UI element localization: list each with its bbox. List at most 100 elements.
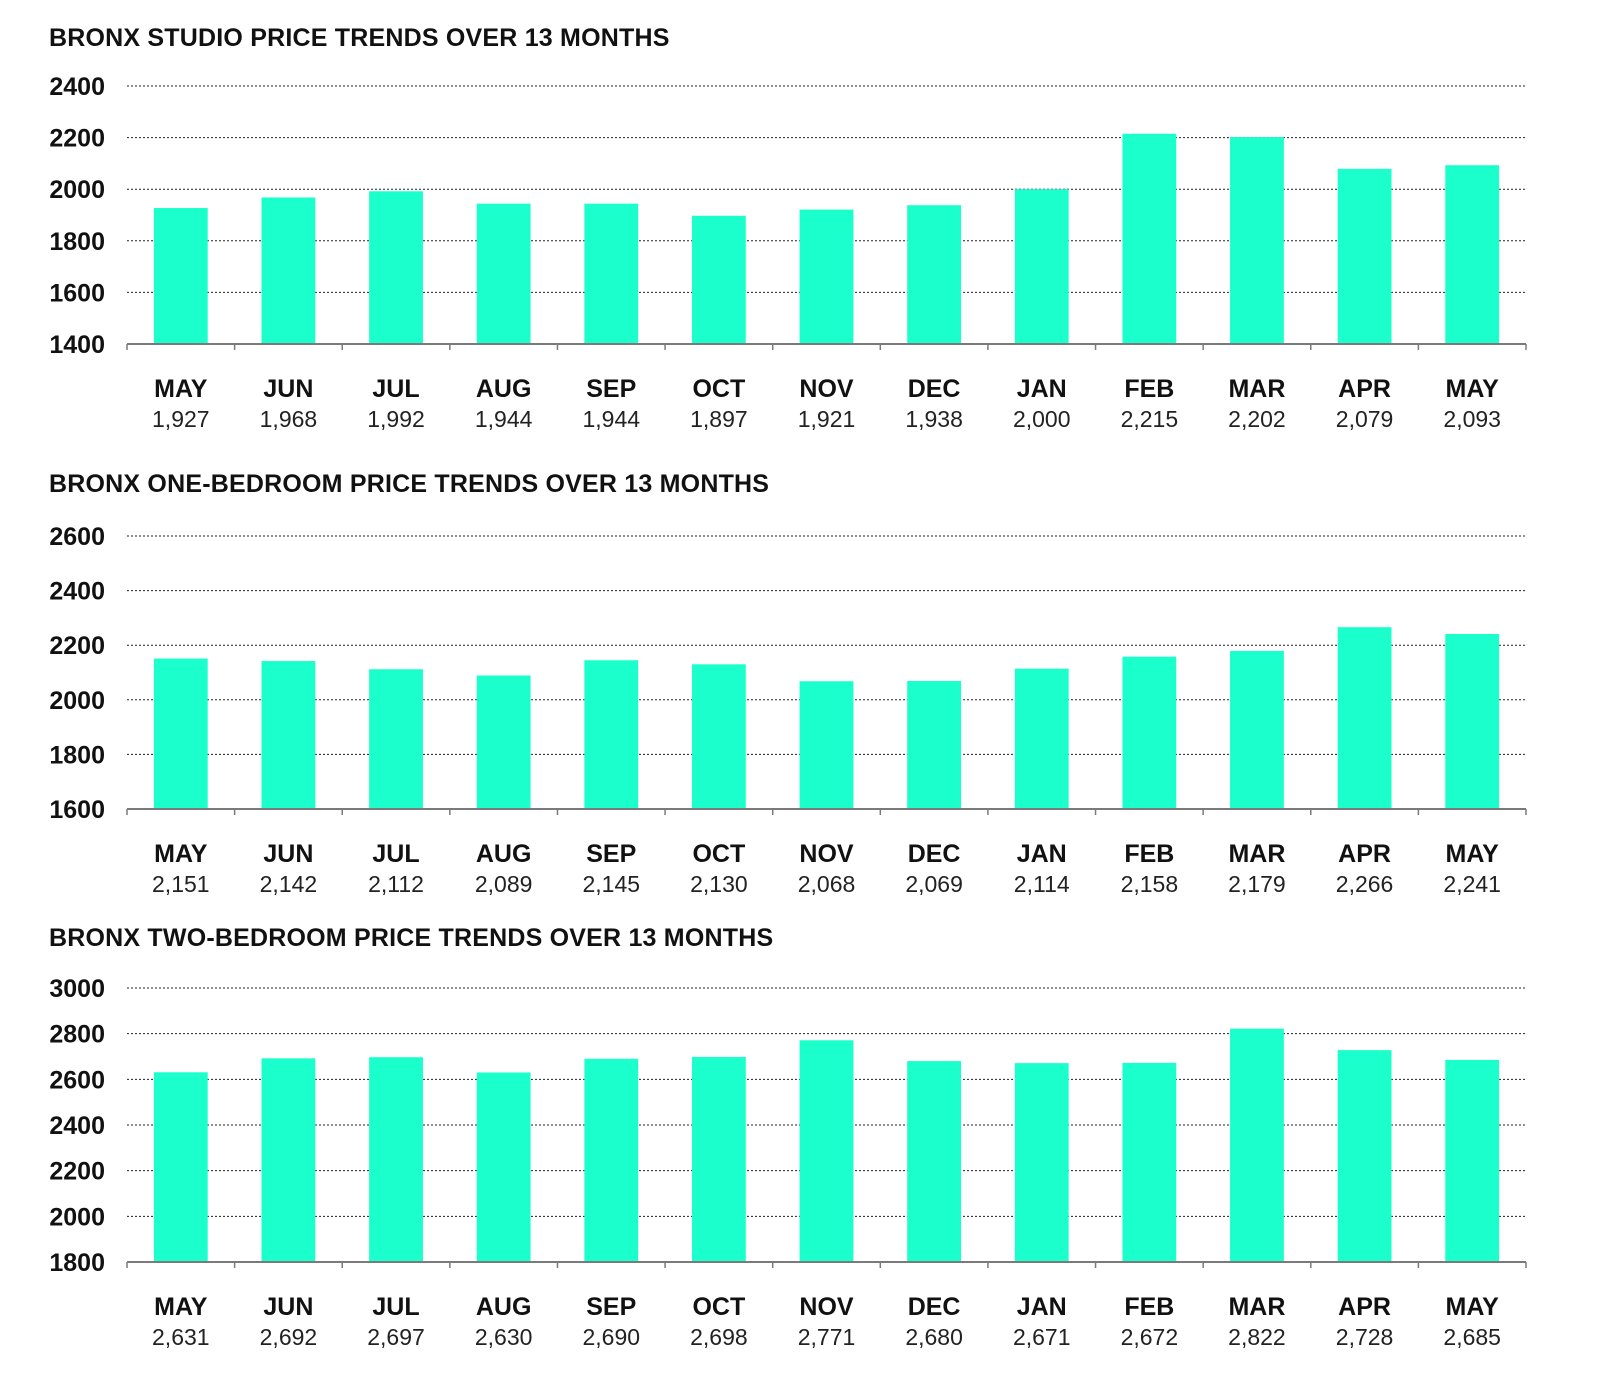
y-tick-label: 1800 <box>49 1249 105 1277</box>
data-value-label: 2,672 <box>1121 1324 1179 1350</box>
y-tick-label: 1600 <box>49 796 105 824</box>
data-value-label: 1,938 <box>905 406 963 432</box>
data-value-label: 2,241 <box>1443 871 1501 897</box>
y-tick-label: 2600 <box>49 523 105 551</box>
data-value-label: 2,112 <box>368 871 424 897</box>
x-category-label: JAN <box>1017 1293 1067 1321</box>
bar-mar-10 <box>1230 1028 1284 1262</box>
data-value-label: 2,630 <box>475 1324 533 1350</box>
x-category-label: NOV <box>799 840 854 868</box>
x-category-label: APR <box>1338 840 1391 868</box>
data-value-label: 1,992 <box>367 406 425 432</box>
data-value-label: 2,631 <box>152 1324 210 1350</box>
y-tick-label: 3000 <box>49 975 105 1003</box>
y-tick-label: 2400 <box>49 73 105 101</box>
y-tick-label: 1800 <box>49 228 105 256</box>
x-category-label: MAR <box>1228 375 1285 403</box>
bar-jul-2 <box>369 669 423 809</box>
x-category-label: SEP <box>586 840 636 868</box>
y-tick-label: 2200 <box>49 125 105 153</box>
bar-apr-11 <box>1337 627 1392 809</box>
y-tick-label: 1800 <box>49 741 105 769</box>
bar-may-0 <box>153 208 208 344</box>
x-category-label: JUL <box>372 1293 419 1321</box>
data-value-label: 1,944 <box>582 406 640 432</box>
studio-chart-title: BRONX STUDIO PRICE TRENDS OVER 13 MONTHS <box>49 24 670 52</box>
data-value-label: 2,068 <box>798 871 856 897</box>
data-value-label: 1,927 <box>152 406 210 432</box>
data-value-label: 2,266 <box>1336 871 1394 897</box>
x-category-label: FEB <box>1124 840 1174 868</box>
data-value-label: 2,698 <box>690 1324 748 1350</box>
x-category-label: MAY <box>154 1293 208 1321</box>
data-value-label: 2,093 <box>1443 406 1501 432</box>
x-category-label: JUN <box>263 375 313 403</box>
y-tick-label: 2400 <box>49 1112 105 1140</box>
data-value-label: 2,130 <box>690 871 748 897</box>
data-value-label: 2,089 <box>475 871 533 897</box>
bar-nov-6 <box>799 1040 854 1262</box>
bar-may-0 <box>153 658 208 809</box>
bar-mar-10 <box>1230 650 1284 809</box>
two-bedroom-chart-title: BRONX TWO-BEDROOM PRICE TRENDS OVER 13 M… <box>49 924 774 952</box>
x-category-label: AUG <box>476 1293 532 1321</box>
bar-nov-6 <box>799 209 854 344</box>
bar-oct-5 <box>691 1056 746 1262</box>
x-category-label: FEB <box>1124 1293 1174 1321</box>
bar-jun-1 <box>261 1058 316 1262</box>
data-value-label: 2,728 <box>1336 1324 1394 1350</box>
bar-feb-9 <box>1122 133 1177 344</box>
x-category-label: JUN <box>263 1293 313 1321</box>
data-value-label: 2,771 <box>798 1324 856 1350</box>
y-tick-label: 2000 <box>49 1203 105 1231</box>
one-bedroom-bar-chart: 1600 1800 2000 2200 2400 2600 MAY 2,151 JUN 2,142… <box>49 523 1527 897</box>
data-value-label: 2,202 <box>1228 406 1286 432</box>
x-category-label: OCT <box>692 1293 745 1321</box>
y-tick-label: 2400 <box>49 578 105 606</box>
bar-sep-4 <box>584 203 639 344</box>
data-value-label: 2,215 <box>1121 406 1179 432</box>
data-value-label: 2,685 <box>1443 1324 1501 1350</box>
x-category-label: JUL <box>372 375 419 403</box>
bar-apr-11 <box>1337 1050 1392 1262</box>
data-value-label: 2,690 <box>582 1324 640 1350</box>
bar-jan-8 <box>1014 189 1069 344</box>
bar-may-12 <box>1445 634 1500 809</box>
data-value-label: 2,142 <box>260 871 318 897</box>
bar-mar-10 <box>1230 137 1284 344</box>
x-category-label: DEC <box>908 375 961 403</box>
x-category-label: MAY <box>154 375 208 403</box>
data-value-label: 2,822 <box>1228 1324 1286 1350</box>
bar-may-12 <box>1445 1059 1500 1262</box>
data-value-label: 2,179 <box>1228 871 1286 897</box>
x-category-label: SEP <box>586 1293 636 1321</box>
bar-jan-8 <box>1014 1063 1069 1262</box>
bar-jan-8 <box>1014 668 1069 809</box>
x-category-label: MAR <box>1228 1293 1285 1321</box>
x-category-label: JAN <box>1017 840 1067 868</box>
x-category-label: DEC <box>908 840 961 868</box>
x-category-label: NOV <box>799 1293 854 1321</box>
x-category-label: MAY <box>154 840 208 868</box>
x-category-label: MAY <box>1446 375 1500 403</box>
x-category-label: NOV <box>799 375 854 403</box>
y-tick-label: 1400 <box>49 331 105 359</box>
data-value-label: 2,697 <box>367 1324 425 1350</box>
x-category-label: FEB <box>1124 375 1174 403</box>
data-value-label: 2,692 <box>260 1324 318 1350</box>
bar-oct-5 <box>691 664 746 809</box>
x-category-label: SEP <box>586 375 636 403</box>
data-value-label: 2,158 <box>1121 871 1179 897</box>
data-value-label: 2,680 <box>905 1324 963 1350</box>
bar-aug-3 <box>476 675 531 809</box>
x-category-label: MAR <box>1228 840 1285 868</box>
bar-may-0 <box>153 1072 208 1262</box>
data-value-label: 2,151 <box>152 871 210 897</box>
data-value-label: 2,079 <box>1336 406 1394 432</box>
y-tick-label: 1600 <box>49 279 105 307</box>
bar-nov-6 <box>799 681 854 809</box>
bar-jun-1 <box>261 197 316 344</box>
data-value-label: 1,897 <box>690 406 748 432</box>
bar-dec-7 <box>907 680 962 809</box>
bar-jul-2 <box>369 1057 423 1262</box>
